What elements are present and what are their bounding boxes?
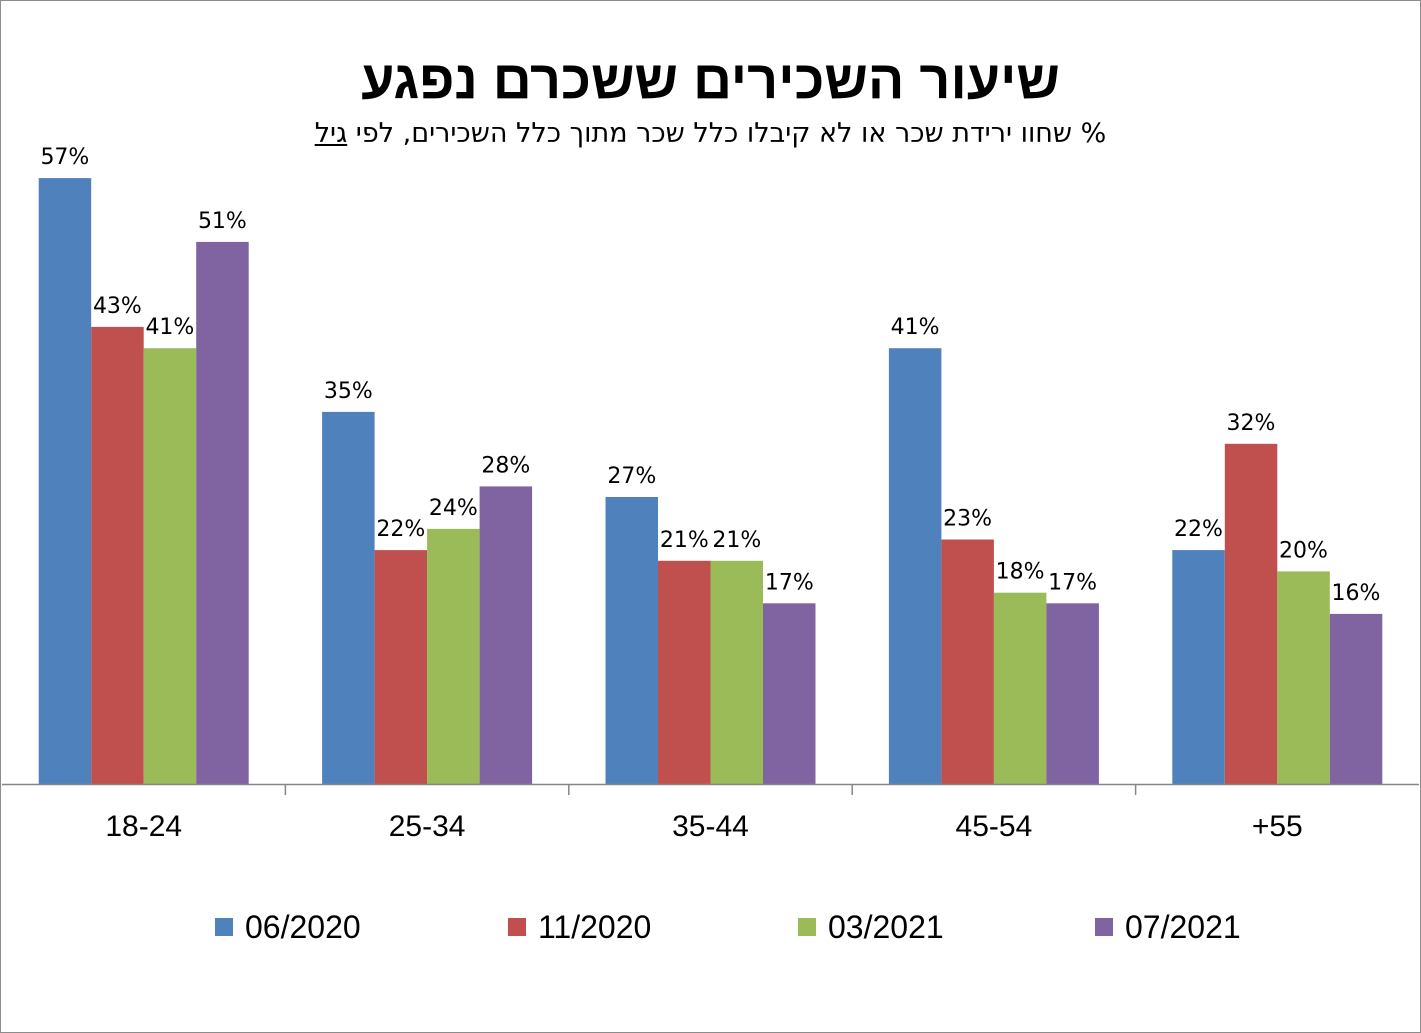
data-label: 41%: [145, 315, 194, 340]
legend-label: 11/2020: [538, 908, 652, 945]
data-label: 43%: [93, 294, 142, 319]
data-label: 57%: [40, 145, 89, 170]
bar-+55-07/2021: [1329, 613, 1383, 784]
data-label: 20%: [1279, 538, 1328, 563]
bar-45-54-07/2021: [1046, 603, 1099, 784]
bar-35-44-03/2021: [710, 560, 763, 784]
legend: 06/2020 11/2020 03/2021 07/2021: [0, 903, 1421, 951]
legend-swatch: [1095, 918, 1113, 936]
bar-18-24-06/2020: [38, 178, 92, 785]
legend-label: 06/2020: [245, 908, 361, 945]
legend-swatch: [215, 918, 233, 936]
bar-35-44-06/2020: [605, 497, 658, 784]
bar-25-34-06/2020: [322, 411, 375, 784]
bar-18-24-11/2020: [91, 326, 144, 784]
bar-25-34-07/2021: [479, 486, 533, 784]
subtitle-text: % שחוו ירידת שכר או לא קיבלו כלל שכר מתו…: [347, 118, 1107, 149]
x-tick-label: 25-34: [389, 810, 466, 843]
data-label: 27%: [607, 464, 656, 489]
bar-+55-06/2020: [1172, 550, 1225, 784]
data-label: 22%: [1174, 517, 1223, 542]
legend-swatch: [798, 918, 816, 936]
data-label: 17%: [765, 570, 814, 595]
bar-25-34-03/2021: [427, 528, 480, 784]
data-label: 16%: [1332, 581, 1381, 606]
data-label: 24%: [429, 496, 478, 521]
chart-subtitle: % שחוו ירידת שכר או לא קיבלו כלל שכר מתו…: [0, 116, 1421, 152]
bar-45-54-03/2021: [993, 592, 1047, 784]
data-label: 21%: [712, 528, 761, 553]
bar-35-44-11/2020: [658, 560, 711, 784]
data-label: 22%: [376, 517, 425, 542]
x-tick-label: +55: [1252, 810, 1303, 843]
data-label: 28%: [481, 453, 530, 478]
legend-swatch: [508, 918, 526, 936]
data-label: 21%: [660, 528, 709, 553]
bar-45-54-06/2020: [888, 348, 942, 784]
data-label: 18%: [996, 560, 1045, 585]
subtitle-underlined: גיל: [314, 118, 348, 149]
x-tick-label: 45-54: [956, 810, 1033, 843]
bar-+55-03/2021: [1277, 571, 1330, 784]
bar-+55-11/2020: [1224, 443, 1278, 784]
legend-item-03/2021: 03/2021: [798, 903, 944, 951]
legend-label: 07/2021: [1125, 908, 1241, 945]
bar-45-54-11/2020: [941, 539, 994, 784]
data-label: 35%: [324, 379, 373, 404]
legend-label: 03/2021: [828, 908, 944, 945]
bar-18-24-07/2021: [196, 241, 249, 784]
data-label: 17%: [1048, 570, 1097, 595]
legend-item-06/2020: 06/2020: [215, 903, 361, 951]
bar-25-34-11/2020: [374, 550, 428, 784]
data-label: 51%: [198, 209, 247, 234]
data-label: 41%: [891, 315, 940, 340]
bar-35-44-07/2021: [763, 603, 816, 784]
x-tick-label: 18-24: [105, 810, 182, 843]
x-tick-label: 35-44: [672, 810, 749, 843]
chart-title: שיעור השכירים ששכרם נפגע: [361, 50, 1060, 110]
data-label: 32%: [1227, 411, 1276, 436]
legend-item-07/2021: 07/2021: [1095, 903, 1241, 951]
bar-18-24-03/2021: [143, 348, 197, 784]
data-label: 23%: [943, 507, 992, 532]
legend-item-11/2020: 11/2020: [508, 903, 651, 951]
